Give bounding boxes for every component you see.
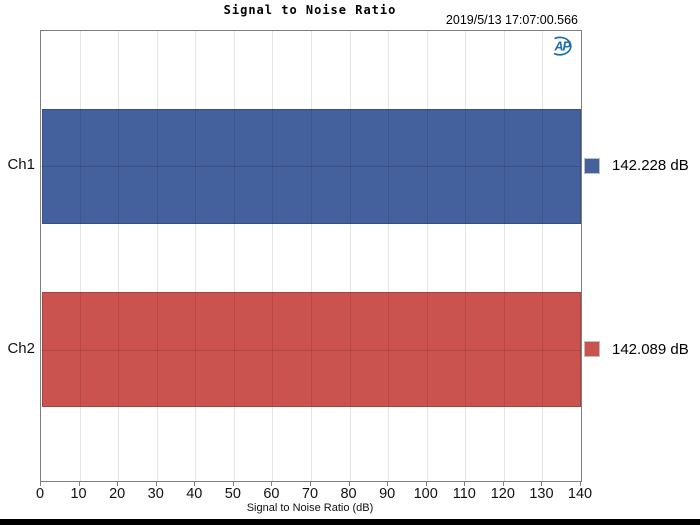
- x-tick-label: 40: [186, 486, 203, 502]
- x-axis-tick: [271, 481, 273, 486]
- x-axis-tick: [464, 481, 466, 486]
- x-axis-tick: [117, 481, 119, 486]
- h-gridline: [41, 166, 581, 168]
- v-gridline: [156, 31, 158, 481]
- x-axis-tick: [232, 481, 234, 486]
- legend-entry-ch2: 142.089 dB: [584, 341, 689, 358]
- v-gridline: [388, 31, 390, 481]
- x-tick-label: 120: [490, 486, 515, 502]
- x-axis-label: Signal to Noise Ratio (dB): [246, 502, 374, 514]
- x-axis-tick: [155, 481, 157, 486]
- v-gridline: [503, 31, 505, 481]
- x-axis-tick: [502, 481, 504, 486]
- v-gridline: [465, 31, 467, 481]
- legend-entry-ch1: 142.228 dB: [584, 157, 689, 174]
- window-bottom-edge: [0, 519, 700, 525]
- v-gridline: [272, 31, 274, 481]
- v-gridline: [349, 31, 351, 481]
- x-axis-tick: [387, 481, 389, 486]
- v-gridline: [118, 31, 120, 481]
- x-tick-label: 130: [529, 486, 554, 502]
- x-axis-tick: [541, 481, 543, 486]
- plot-area: AP: [40, 30, 582, 482]
- x-tick-label: 100: [413, 486, 438, 502]
- bar-ch2: [42, 292, 581, 408]
- y-category-label-ch2: Ch2: [7, 339, 35, 357]
- v-gridline: [426, 31, 428, 481]
- x-tick-label: 70: [301, 486, 319, 502]
- bar-ch1: [42, 108, 581, 224]
- x-tick-label: 110: [452, 486, 476, 502]
- y-category-label-ch1: Ch1: [7, 156, 35, 174]
- x-axis-tick: [78, 481, 80, 486]
- audio-precision-logo-icon: AP: [549, 35, 576, 62]
- legend-swatch: [584, 157, 600, 174]
- v-gridline: [233, 31, 235, 481]
- x-tick-label: 30: [147, 486, 164, 502]
- x-tick-label: 90: [379, 486, 396, 502]
- x-axis-tick: [40, 481, 41, 486]
- ap-logo-text: AP: [554, 40, 572, 54]
- v-gridline: [79, 31, 81, 481]
- legend-value-label: 142.089 dB: [612, 340, 689, 358]
- legend-swatch: [584, 341, 600, 358]
- timestamp: 2019/5/13 17:07:00.566: [445, 13, 578, 27]
- chart-title: Signal to Noise Ratio: [223, 3, 397, 17]
- x-axis-tick: [310, 481, 311, 486]
- legend-value-label: 142.228 dB: [612, 157, 689, 175]
- x-tick-label: 80: [340, 486, 357, 502]
- x-tick-label: 20: [109, 486, 126, 502]
- x-tick-label: 140: [567, 486, 593, 502]
- x-axis-tick: [425, 481, 427, 486]
- x-tick-label: 60: [263, 486, 280, 502]
- x-axis-tick: [194, 481, 196, 486]
- v-gridline: [311, 31, 312, 481]
- x-tick-label: 0: [35, 486, 45, 502]
- x-axis-tick: [580, 481, 581, 486]
- x-axis-tick: [348, 481, 350, 486]
- v-gridline: [195, 31, 197, 481]
- x-tick-label: 10: [70, 486, 87, 502]
- x-tick-label: 50: [224, 486, 241, 502]
- h-gridline: [41, 349, 581, 351]
- v-gridline: [542, 31, 544, 481]
